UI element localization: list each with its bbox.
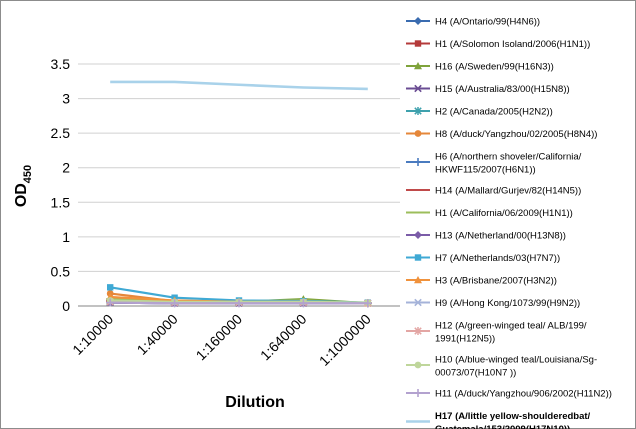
legend-item: H7 (A/Netherlands/03(H7N7)) xyxy=(406,253,560,264)
legend-item: H16 (A/Sweden/99(H16N3)) xyxy=(406,62,554,73)
legend-item: H13 (A/Netherland/00(H13N8)) xyxy=(406,231,566,242)
data-point-marker xyxy=(170,299,179,308)
data-point-marker xyxy=(414,389,422,397)
legend-item: H10 (A/blue-winged teal/Louisiana/Sg- 000… xyxy=(406,355,597,379)
y-axis-title-main: OD xyxy=(13,183,30,207)
legend-label: H14 (A/Mallard/Gurjev/82(H14N5)) xyxy=(435,186,581,197)
x-tick-label: 1:160000 xyxy=(193,311,246,364)
data-point-marker xyxy=(414,130,422,137)
legend-label: H4 (A/Ontario/99(H4N6)) xyxy=(435,17,540,28)
legend-label: 00073/07(H10N7 )) xyxy=(435,368,516,379)
x-tick-label: 1:1000000 xyxy=(316,311,374,369)
legend-label: H9 (A/Hong Kong/1073/99(H9N2)) xyxy=(435,298,580,309)
legend-item: H9 (A/Hong Kong/1073/99(H9N2)) xyxy=(406,298,580,309)
x-tick-label: 1:640000 xyxy=(257,311,310,364)
legend-label: H8 (A/duck/Yangzhou/02/2005(H8N4)) xyxy=(435,129,597,140)
legend-item: H1 (A/California/06/2009(H1N1)) xyxy=(406,208,573,219)
legend: H4 (A/Ontario/99(H4N6)) H1 (A/Solomon Iso… xyxy=(406,17,612,429)
data-point-marker xyxy=(107,284,114,291)
x-tick-labels: 1:10000 1:40000 1:160000 1:640000 1:1000000 xyxy=(69,311,374,369)
data-point-marker xyxy=(414,298,422,307)
legend-label: H6 (A/northern shoveler/California/ xyxy=(435,152,582,163)
series xyxy=(106,298,372,308)
data-point-marker xyxy=(106,298,115,307)
data-point-marker xyxy=(414,254,422,261)
legend-label: H10 (A/blue-winged teal/Louisiana/Sg- xyxy=(435,355,597,366)
legend-label: H2 (A/Canada/2005(H2N2)) xyxy=(435,107,553,118)
data-point-marker xyxy=(414,158,422,166)
y-tick-label: 3 xyxy=(62,91,70,107)
data-point-marker xyxy=(414,327,422,335)
legend-label: H12 (A/green-winged teal/ ALB/199/ xyxy=(435,321,587,332)
legend-label: 1991(H12N5)) xyxy=(435,334,495,345)
legend-label: H13 (A/Netherland/00(H13N8)) xyxy=(435,231,566,242)
y-tick-label: 0 xyxy=(62,298,70,314)
y-tick-label: 2 xyxy=(62,160,70,176)
gridlines xyxy=(78,63,400,272)
legend-label: H1 (A/Solomon Isoland/2006(H1N1)) xyxy=(435,39,590,50)
legend-item: H1 (A/Solomon Isoland/2006(H1N1)) xyxy=(406,39,590,50)
y-tick-label: 0.5 xyxy=(51,263,71,279)
legend-item: H4 (A/Ontario/99(H4N6)) xyxy=(406,17,540,28)
x-tick-label: 1:40000 xyxy=(134,311,181,358)
y-tick-labels: 0 0.5 1 1.5 2 2.5 3 3.5 xyxy=(51,56,71,314)
y-tick-label: 1.5 xyxy=(51,194,71,210)
data-point-marker xyxy=(414,17,422,25)
legend-item: H17 (A/little yellow-shoulderedbat/Guate… xyxy=(406,411,591,429)
x-tick-label: 1:10000 xyxy=(69,311,116,358)
y-tick-label: 1 xyxy=(62,229,70,245)
data-point-marker xyxy=(363,299,372,308)
data-point-marker xyxy=(235,299,243,308)
series xyxy=(110,80,368,91)
data-point-marker xyxy=(414,40,422,47)
series-line xyxy=(110,80,368,91)
data-point-marker xyxy=(414,361,422,369)
legend-item: H3 (A/Brisbane/2007(H3N2)) xyxy=(406,276,557,287)
data-point-marker xyxy=(414,62,422,70)
legend-item: H11 (A/duck/Yangzhou/906/2002(H11N2)) xyxy=(406,389,612,400)
y-tick-label: 3.5 xyxy=(51,56,71,72)
legend-label: H7 (A/Netherlands/03(H7N7)) xyxy=(435,253,560,264)
legend-item: H12 (A/green-winged teal/ ALB/199/1991(H… xyxy=(406,321,587,345)
legend-item: H14 (A/Mallard/Gurjev/82(H14N5)) xyxy=(406,186,581,197)
series-group xyxy=(106,80,372,308)
legend-label: H16 (A/Sweden/99(H16N3)) xyxy=(435,62,554,73)
legend-label: HKWF115/2007(H6N1)) xyxy=(435,165,536,176)
legend-item: H15 (A/Australia/83/00(H15N8)) xyxy=(406,84,570,95)
legend-item: H6 (A/northern shoveler/California/HKWF1… xyxy=(406,152,582,176)
legend-item: H2 (A/Canada/2005(H2N2)) xyxy=(406,107,553,118)
legend-label: H11 (A/duck/Yangzhou/906/2002(H11N2)) xyxy=(435,389,612,400)
legend-label: H3 (A/Brisbane/2007(H3N2)) xyxy=(435,276,557,287)
y-axis-title-subscript: 450 xyxy=(22,165,34,183)
legend-label: Guatemala/153/2009(H17N10)) xyxy=(435,424,570,429)
data-point-marker xyxy=(414,107,422,115)
legend-label: H15 (A/Australia/83/00(H15N8)) xyxy=(435,84,570,95)
legend-label: H1 (A/California/06/2009(H1N1)) xyxy=(435,208,573,219)
data-point-marker xyxy=(414,276,422,284)
data-point-marker xyxy=(414,231,422,239)
data-point-marker xyxy=(414,84,422,93)
y-tick-label: 2.5 xyxy=(51,125,71,141)
x-axis-title: Dilution xyxy=(225,394,285,411)
data-point-marker xyxy=(299,299,308,308)
y-axis-title: OD450 xyxy=(13,165,34,207)
legend-item: H8 (A/duck/Yangzhou/02/2005(H8N4)) xyxy=(406,129,597,140)
legend-label: H17 (A/little yellow-shoulderedbat/ xyxy=(435,411,591,422)
